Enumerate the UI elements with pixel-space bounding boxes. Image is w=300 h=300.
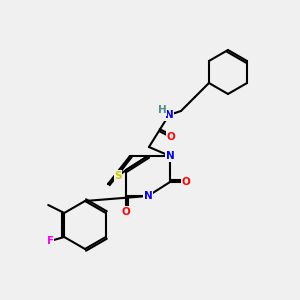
Text: S: S xyxy=(114,171,122,181)
Text: O: O xyxy=(122,207,130,217)
Text: F: F xyxy=(47,236,54,246)
Text: N: N xyxy=(166,151,174,161)
Text: N: N xyxy=(165,110,173,120)
Text: N: N xyxy=(144,191,152,201)
Text: H: H xyxy=(158,105,166,115)
Text: O: O xyxy=(182,177,190,187)
Text: O: O xyxy=(167,132,175,142)
